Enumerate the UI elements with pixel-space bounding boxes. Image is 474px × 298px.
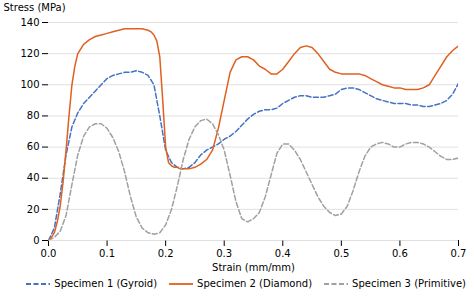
svg-text:40: 40	[27, 172, 40, 183]
html-text:Specimen 1 (Gyroid): Specimen 1 (Gyroid)	[54, 278, 157, 289]
svg-text:0: 0	[33, 235, 39, 246]
svg-text:0.7: 0.7	[451, 248, 467, 259]
svg-text:80: 80	[27, 110, 40, 121]
html-text:Specimen 3 (Primitive): Specimen 3 (Primitive)	[352, 278, 466, 289]
svg-text:140: 140	[20, 17, 39, 28]
svg-text:0.5: 0.5	[333, 248, 349, 259]
svg-text:0.2: 0.2	[158, 248, 174, 259]
svg-text:60: 60	[27, 141, 40, 152]
svg-text:Strain (mm/mm): Strain (mm/mm)	[212, 262, 295, 273]
svg-text:20: 20	[27, 204, 40, 215]
svg-text:0.0: 0.0	[41, 248, 57, 259]
svg-text:0.6: 0.6	[392, 248, 408, 259]
svg-text:Stress (MPa): Stress (MPa)	[4, 2, 66, 13]
svg-text:0.3: 0.3	[216, 248, 232, 259]
html-text:Specimen 2 (Diamond): Specimen 2 (Diamond)	[197, 278, 313, 289]
svg-text:0.4: 0.4	[275, 248, 291, 259]
svg-text:0.1: 0.1	[99, 248, 115, 259]
svg-text:100: 100	[20, 79, 39, 90]
svg-text:120: 120	[20, 48, 39, 59]
